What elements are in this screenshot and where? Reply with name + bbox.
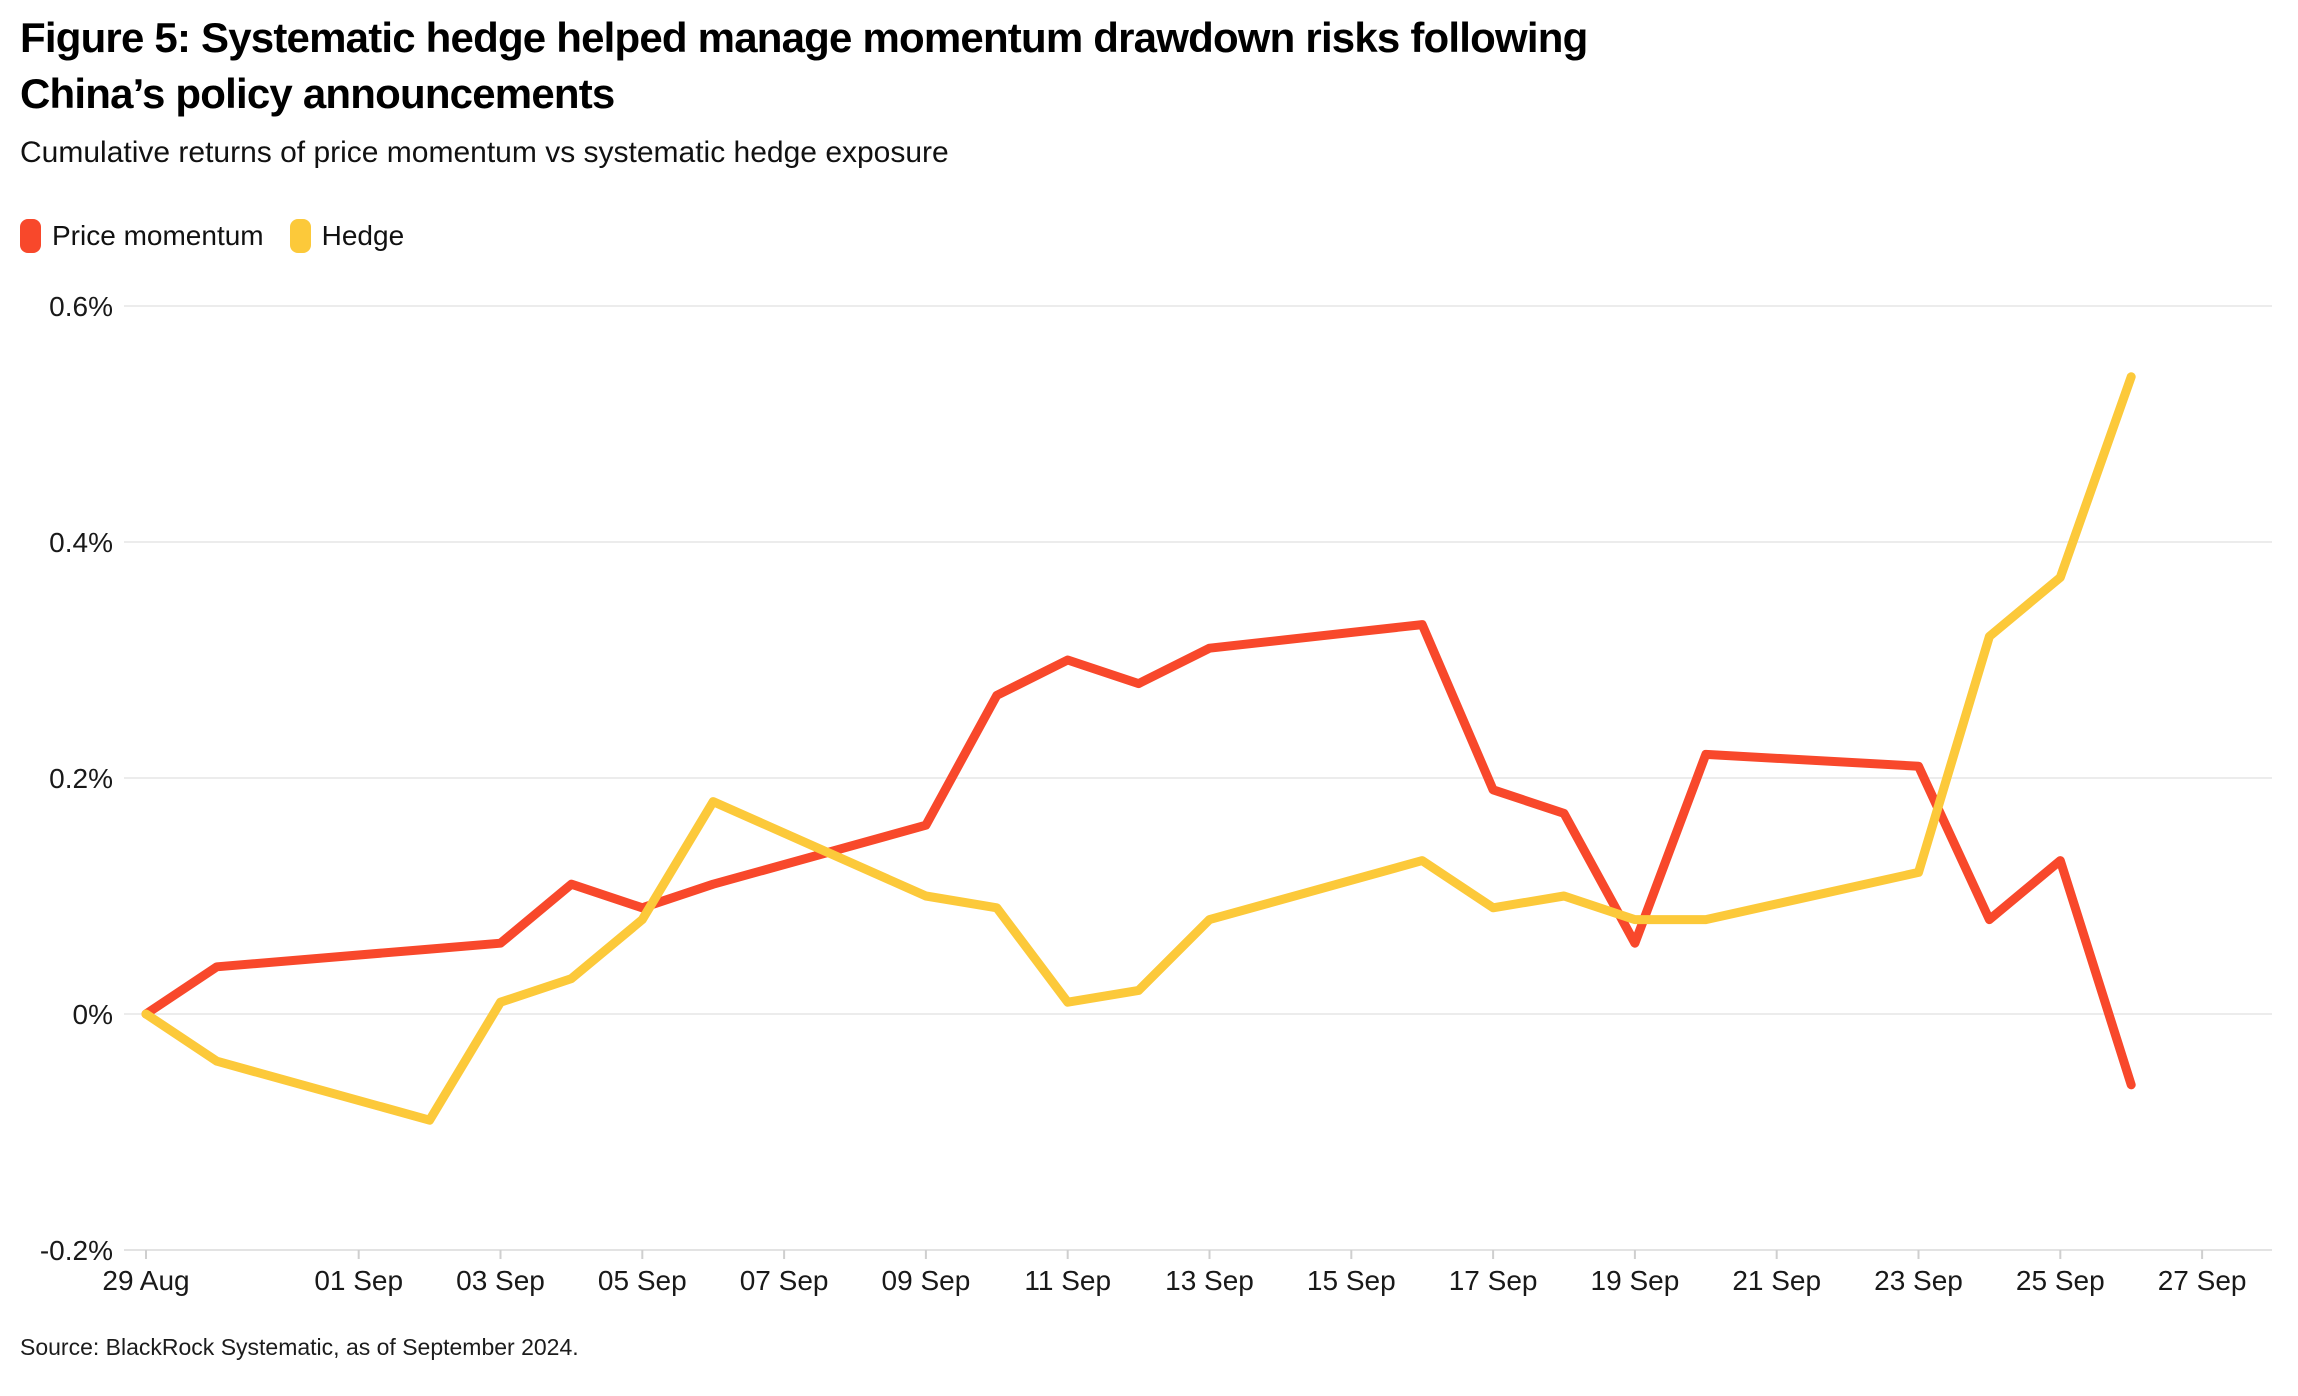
x-axis-label: 25 Sep: [2016, 1265, 2105, 1296]
legend-item-price-momentum: Price momentum: [20, 219, 264, 253]
chart-title: Figure 5: Systematic hedge helped manage…: [20, 10, 2220, 122]
y-axis-label: -0.2%: [40, 1235, 113, 1266]
x-axis-label: 27 Sep: [2158, 1265, 2247, 1296]
x-axis-label: 21 Sep: [1732, 1265, 1821, 1296]
y-axis-label: 0.6%: [49, 291, 113, 322]
chart-title-line1: Figure 5: Systematic hedge helped manage…: [20, 14, 1588, 61]
x-axis-label: 03 Sep: [456, 1265, 545, 1296]
y-axis-label: 0.2%: [49, 763, 113, 794]
y-axis-label: 0%: [73, 999, 113, 1030]
momentum-line: [141, 620, 2136, 1090]
x-axis-label: 07 Sep: [740, 1265, 829, 1296]
x-axis-label: 15 Sep: [1307, 1265, 1396, 1296]
momentum-swatch-icon: [20, 219, 41, 253]
x-axis-label: 17 Sep: [1449, 1265, 1538, 1296]
x-axis-label: 05 Sep: [598, 1265, 687, 1296]
legend: Price momentum Hedge: [20, 216, 404, 256]
chart-title-line2: China’s policy announcements: [20, 70, 615, 117]
legend-label-momentum: Price momentum: [52, 220, 264, 251]
x-axis-label: 29 Aug: [102, 1265, 189, 1296]
source-note: Source: BlackRock Systematic, as of Sept…: [20, 1334, 579, 1360]
x-axis-label: 01 Sep: [314, 1265, 403, 1296]
x-axis-label: 09 Sep: [882, 1265, 971, 1296]
x-axis-label: 19 Sep: [1591, 1265, 1680, 1296]
x-axis-label: 11 Sep: [1024, 1265, 1111, 1296]
x-axis-label: 23 Sep: [1874, 1265, 1963, 1296]
x-axis-label: 13 Sep: [1165, 1265, 1254, 1296]
legend-label-hedge: Hedge: [321, 220, 405, 251]
chart-subtitle: Cumulative returns of price momentum vs …: [20, 136, 949, 169]
legend-item-hedge: Hedge: [289, 219, 405, 253]
y-axis-label: 0.4%: [49, 527, 113, 558]
hedge-line: [141, 372, 2136, 1125]
hedge-swatch-icon: [289, 219, 311, 253]
